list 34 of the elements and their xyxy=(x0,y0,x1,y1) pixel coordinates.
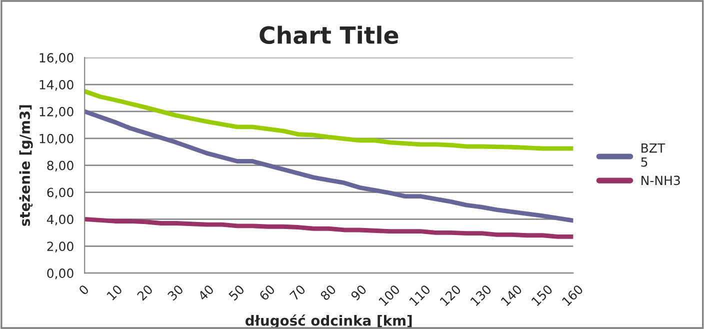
x-tick-label: 60 xyxy=(258,284,276,301)
x-tick-label: 100 xyxy=(378,284,400,306)
y-tick-label: 8,00 xyxy=(47,160,74,172)
x-tick-label: 90 xyxy=(350,284,368,302)
y-tick-label: 12,00 xyxy=(40,106,74,118)
x-tick-label: 160 xyxy=(562,284,584,306)
y-tick-label: 14,00 xyxy=(40,80,74,91)
y-tick-label: 0,00 xyxy=(47,268,74,280)
x-tick-label: 20 xyxy=(136,284,154,301)
x-tick-label: 10 xyxy=(106,284,123,301)
line-series xyxy=(84,109,574,223)
x-tick-label: 70 xyxy=(289,284,306,301)
x-tick-label: 110 xyxy=(408,284,431,306)
x-tick-label: 130 xyxy=(470,284,492,306)
x-tick-label: 0 xyxy=(78,284,90,296)
legend-label: BZT 5 xyxy=(641,143,666,167)
legend-label: N-NH3 xyxy=(642,176,680,186)
x-tick-label: 30 xyxy=(167,284,184,301)
y-tick-label: 10,00 xyxy=(40,134,74,145)
y-tick-label: 2,00 xyxy=(47,242,74,252)
x-tick-label: 80 xyxy=(320,284,336,301)
x-axis-title: długość odcinka [km] xyxy=(246,314,412,329)
line-series xyxy=(84,216,574,239)
y-axis-title: stężenie [g/m3] xyxy=(19,105,33,226)
x-tick-label: 40 xyxy=(197,284,214,302)
x-tick-label: 120 xyxy=(439,284,462,306)
line-series xyxy=(84,89,574,151)
y-tick-label: 6,00 xyxy=(47,188,74,198)
chart-title: Chart Title xyxy=(260,26,398,44)
x-tick-label: 50 xyxy=(228,284,245,301)
x-tick-label: 140 xyxy=(500,284,523,306)
y-tick-label: 16,00 xyxy=(40,53,74,64)
x-tick-label: 150 xyxy=(531,284,554,306)
y-tick-label: 4,00 xyxy=(46,214,74,226)
